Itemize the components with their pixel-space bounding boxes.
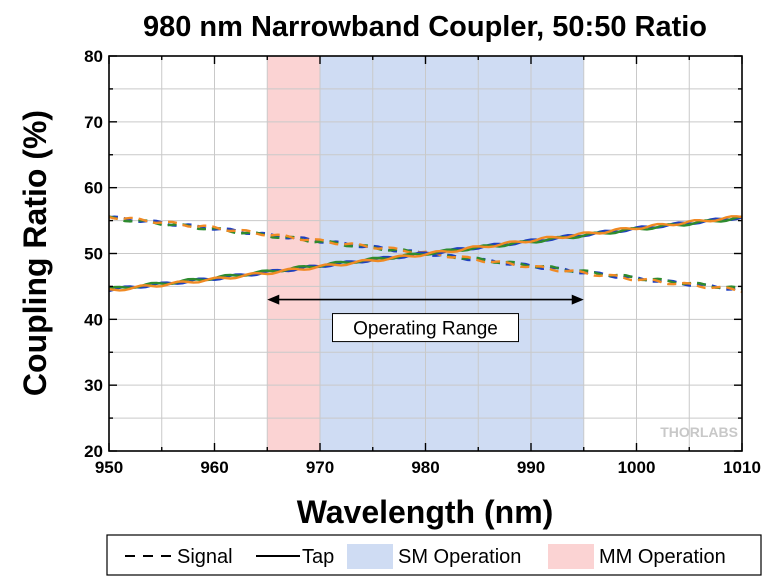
legend-sm-swatch	[347, 544, 393, 569]
series-tap-line-3	[108, 215, 743, 292]
y-tick-label: 20	[84, 442, 103, 461]
x-tick-label: 1010	[723, 458, 761, 477]
operating-range-box	[332, 313, 519, 343]
legend-signal-label: Signal	[177, 546, 233, 568]
data-series	[108, 215, 743, 293]
arrowhead-right	[571, 294, 584, 305]
y-tick-label: 40	[84, 310, 103, 329]
x-axis-title: Wavelength (nm)	[297, 494, 554, 530]
x-tick-label: 950	[95, 458, 123, 477]
x-tick-label: 980	[411, 458, 439, 477]
legend-box	[106, 534, 762, 576]
x-tick-label: 970	[306, 458, 334, 477]
thorlabs-watermark: THORLABS	[660, 424, 738, 440]
grid-lines	[109, 56, 742, 451]
x-tick-labels: 950 960 970 980 990 1000 1010	[95, 458, 761, 477]
legend: Signal Tap SM Operation MM Operation	[106, 534, 762, 576]
x-tick-label: 960	[200, 458, 228, 477]
y-tick-label: 60	[84, 179, 103, 198]
y-tick-labels: 20 30 40 50 60 70 80	[84, 47, 103, 461]
y-tick-label: 30	[84, 376, 103, 395]
x-tick-label: 990	[517, 458, 545, 477]
operating-range-label: Operating Range	[353, 319, 498, 340]
y-tick-label: 50	[84, 245, 103, 264]
x-tick-label: 1000	[618, 458, 656, 477]
axis-ticks	[108, 55, 743, 452]
operating-range-annotation: Operating Range	[267, 294, 584, 343]
legend-mm-swatch	[548, 544, 594, 569]
legend-sm-label: SM Operation	[398, 546, 521, 568]
legend-tap-label: Tap	[302, 546, 334, 568]
y-axis-title: Coupling Ratio (%)	[17, 110, 53, 396]
legend-mm-label: MM Operation	[599, 546, 726, 568]
y-tick-label: 80	[84, 47, 103, 66]
chart-title: 980 nm Narrowband Coupler, 50:50 Ratio	[143, 11, 707, 43]
arrowhead-left	[267, 294, 280, 305]
y-tick-label: 70	[84, 113, 103, 132]
